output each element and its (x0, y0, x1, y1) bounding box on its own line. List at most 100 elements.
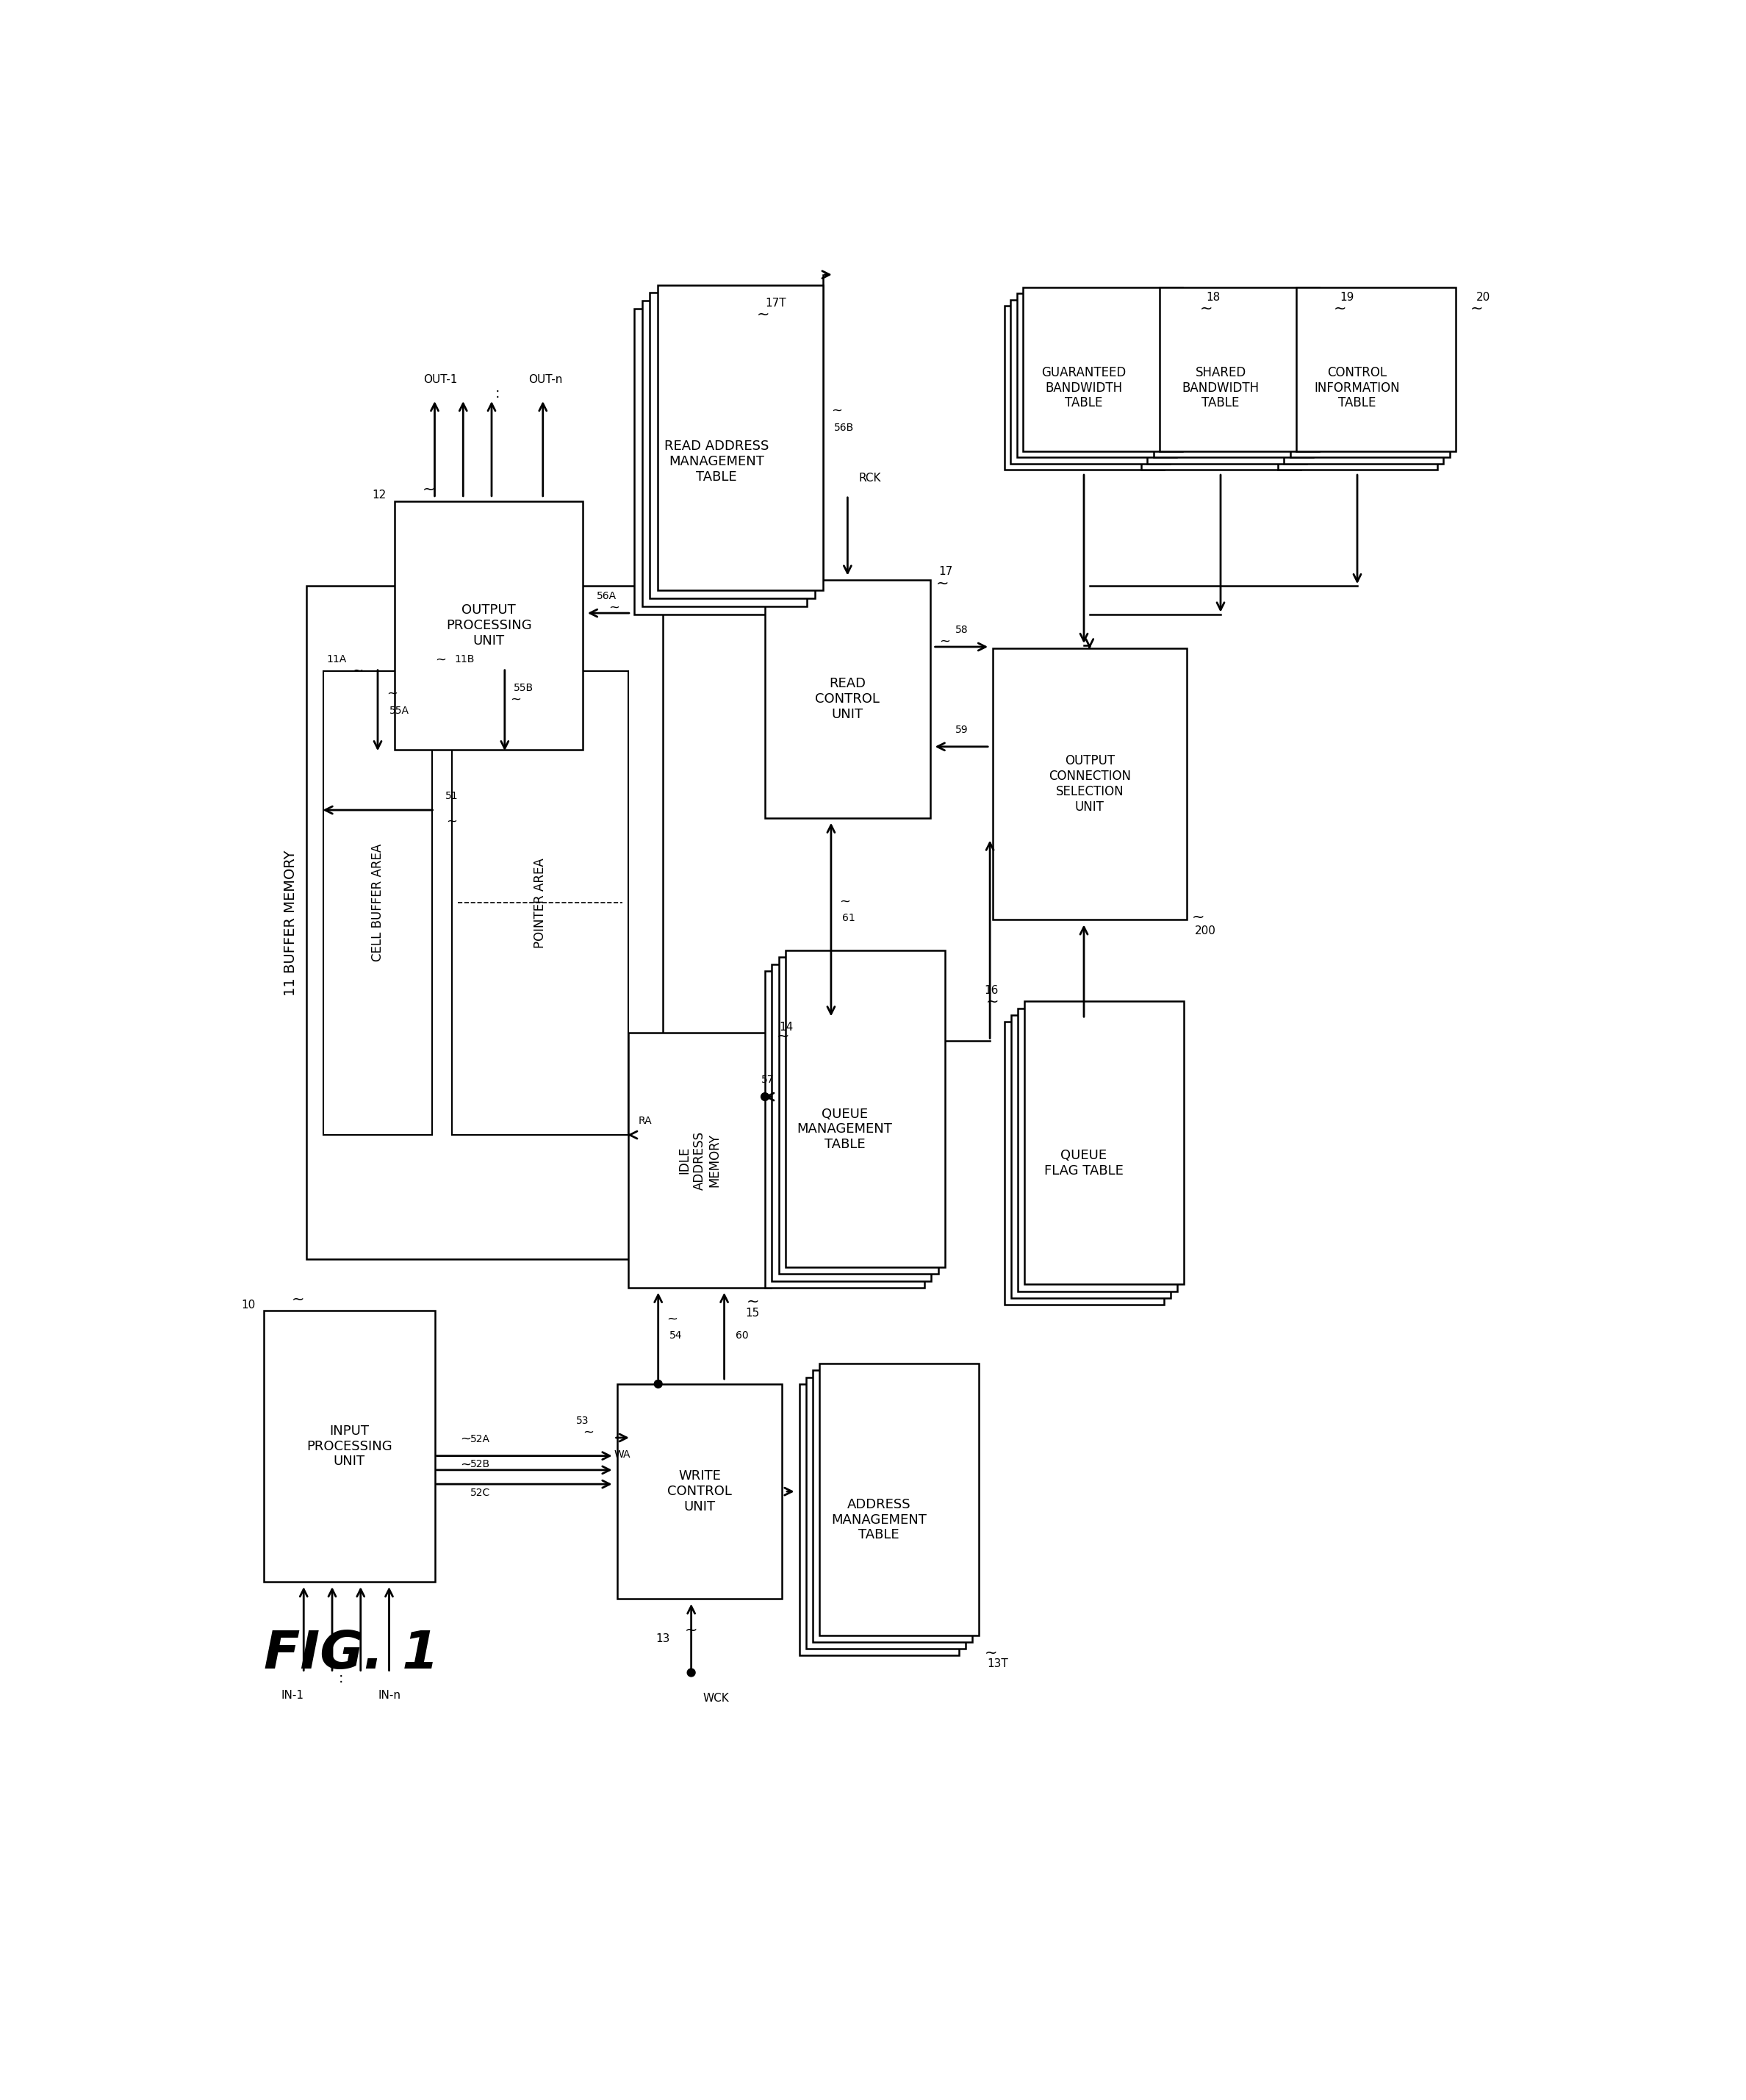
Text: 60: 60 (735, 1331, 749, 1342)
Text: ~: ~ (609, 601, 620, 613)
Bar (786, 951, 945, 1268)
Text: ~: ~ (758, 307, 770, 321)
Text: ~: ~ (423, 483, 435, 498)
Text: ~: ~ (447, 815, 457, 827)
Text: 56A: 56A (597, 590, 616, 601)
Text: :: : (494, 386, 499, 401)
Text: ~: ~ (939, 634, 950, 647)
Bar (264, 1310, 435, 1581)
Text: CONTROL
INFORMATION
TABLE: CONTROL INFORMATION TABLE (1315, 365, 1400, 410)
Text: ~: ~ (667, 1312, 677, 1325)
Text: FIG. 1: FIG. 1 (264, 1630, 438, 1680)
Bar (452, 670, 629, 1134)
Bar (800, 1384, 959, 1655)
Text: ~: ~ (1193, 909, 1205, 924)
Text: 51: 51 (445, 792, 457, 800)
Bar (765, 580, 931, 819)
Text: 11A: 11A (327, 655, 346, 664)
Text: ~: ~ (461, 1432, 471, 1445)
Bar (1004, 307, 1163, 470)
Bar (1025, 1002, 1184, 1285)
Text: 20: 20 (1477, 292, 1491, 302)
Text: 59: 59 (955, 724, 967, 735)
Circle shape (655, 1380, 662, 1388)
Text: QUEUE
MANAGEMENT
TABLE: QUEUE MANAGEMENT TABLE (796, 1107, 892, 1151)
Bar (1011, 1014, 1170, 1298)
Text: 54: 54 (669, 1331, 683, 1342)
Text: ADDRESS
MANAGEMENT
TABLE: ADDRESS MANAGEMENT TABLE (831, 1497, 927, 1541)
Text: ~: ~ (435, 653, 445, 666)
Bar (819, 1363, 980, 1636)
Text: ~: ~ (840, 895, 850, 907)
Text: ~: ~ (292, 1292, 304, 1306)
Bar (650, 292, 815, 598)
Text: ~: ~ (985, 995, 999, 1010)
Text: READ ADDRESS
MANAGEMENT
TABLE: READ ADDRESS MANAGEMENT TABLE (663, 439, 768, 483)
Bar (814, 1371, 973, 1642)
Text: OUT-1: OUT-1 (423, 374, 457, 384)
Text: ~: ~ (510, 693, 522, 706)
Text: WCK: WCK (702, 1693, 728, 1703)
Text: 56B: 56B (835, 422, 854, 433)
Text: 52A: 52A (470, 1434, 491, 1445)
Bar (1159, 288, 1320, 452)
Text: CELL BUFFER AREA: CELL BUFFER AREA (372, 844, 384, 962)
Text: 16: 16 (985, 985, 999, 995)
Bar (1023, 288, 1182, 452)
Bar (765, 970, 924, 1287)
Bar (1296, 288, 1456, 452)
Bar (1283, 300, 1444, 464)
Bar (772, 964, 931, 1281)
Bar (616, 1384, 782, 1598)
Bar (1290, 294, 1449, 458)
Text: INPUT
PROCESSING
UNIT: INPUT PROCESSING UNIT (306, 1424, 393, 1468)
Text: 17: 17 (939, 567, 953, 578)
Text: 13T: 13T (986, 1659, 1007, 1670)
Bar (307, 586, 662, 1260)
Text: 14: 14 (779, 1023, 793, 1033)
Bar (1004, 1023, 1163, 1304)
Text: :: : (339, 1672, 342, 1684)
Text: IN-n: IN-n (377, 1691, 400, 1701)
Text: RA: RA (639, 1115, 653, 1126)
Bar (643, 300, 807, 607)
Text: ~: ~ (777, 1029, 789, 1044)
Bar (395, 502, 583, 750)
Text: ~: ~ (1470, 300, 1484, 315)
Text: GUARANTEED
BANDWIDTH
TABLE: GUARANTEED BANDWIDTH TABLE (1042, 365, 1126, 410)
Text: 55A: 55A (389, 706, 409, 716)
Text: QUEUE
FLAG TABLE: QUEUE FLAG TABLE (1044, 1149, 1123, 1178)
Text: 11B: 11B (454, 655, 475, 664)
Bar (1147, 300, 1306, 464)
Text: 11 BUFFER MEMORY: 11 BUFFER MEMORY (283, 850, 297, 995)
Text: OUT-n: OUT-n (529, 374, 562, 384)
Bar (1154, 294, 1313, 458)
Text: WRITE
CONTROL
UNIT: WRITE CONTROL UNIT (667, 1470, 732, 1514)
Text: 19: 19 (1339, 292, 1353, 302)
Bar (634, 309, 800, 613)
Bar (1278, 307, 1437, 470)
Text: SHARED
BANDWIDTH
TABLE: SHARED BANDWIDTH TABLE (1182, 365, 1259, 410)
Bar (1018, 1008, 1177, 1291)
Text: ~: ~ (831, 403, 842, 418)
Text: 18: 18 (1206, 292, 1220, 302)
Text: ~: ~ (1200, 300, 1213, 315)
Bar (1140, 307, 1301, 470)
Text: WA: WA (615, 1449, 630, 1460)
Text: IN-1: IN-1 (281, 1691, 304, 1701)
Text: OUTPUT
PROCESSING
UNIT: OUTPUT PROCESSING UNIT (445, 603, 531, 647)
Text: ~: ~ (1334, 300, 1346, 315)
Bar (1011, 300, 1170, 464)
Text: 61: 61 (842, 914, 856, 924)
Bar (658, 286, 822, 590)
Text: ~: ~ (386, 687, 398, 699)
Bar (1016, 294, 1177, 458)
Circle shape (761, 1092, 768, 1100)
Circle shape (688, 1670, 695, 1676)
Text: 10: 10 (241, 1300, 255, 1310)
Text: 12: 12 (372, 489, 386, 502)
Bar (323, 670, 431, 1134)
Bar (807, 1378, 966, 1648)
Text: ~: ~ (353, 664, 363, 678)
Text: RCK: RCK (859, 473, 882, 483)
